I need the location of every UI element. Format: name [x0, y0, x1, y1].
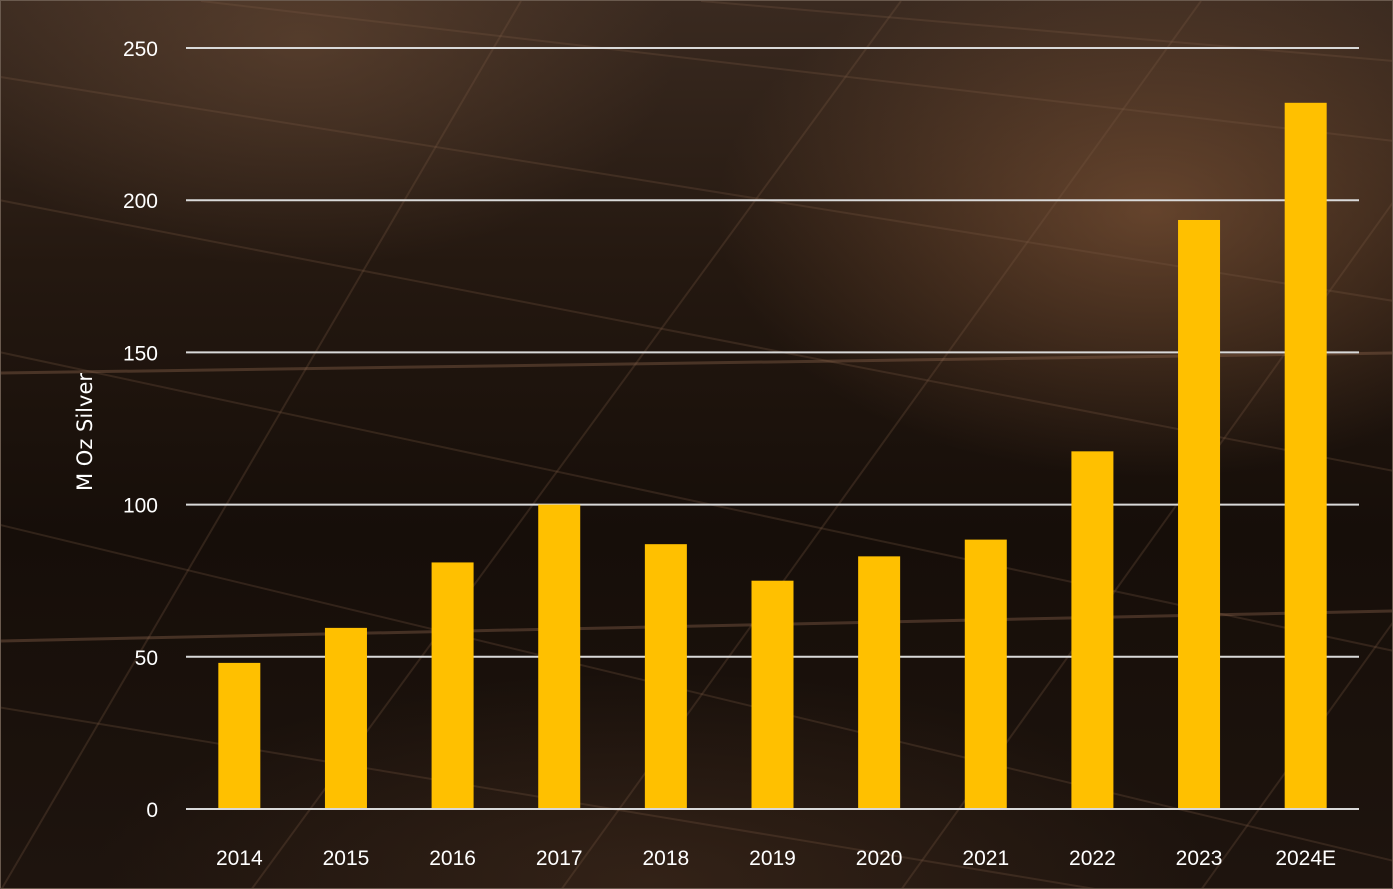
bar-2014	[218, 662, 261, 809]
bar-2024E	[1284, 102, 1327, 810]
bar-2021	[964, 539, 1007, 809]
x-tick-label-2020: 2020	[856, 847, 903, 870]
x-tick-label-2022: 2022	[1069, 847, 1116, 870]
x-tick-label-2015: 2015	[323, 847, 370, 870]
bar-2015	[324, 627, 367, 809]
y-axis-title: M Oz Silver	[73, 373, 97, 491]
bar-2022	[1071, 451, 1114, 809]
bar-2019	[751, 580, 794, 809]
bar-2020	[858, 556, 901, 809]
x-tick-label-2016: 2016	[429, 847, 476, 870]
x-tick-label-2017: 2017	[536, 847, 583, 870]
x-tick-label-2014: 2014	[216, 847, 263, 870]
y-tick-label-50: 50	[135, 647, 158, 670]
x-tick-label-2024E: 2024E	[1275, 847, 1336, 870]
y-tick-label-250: 250	[123, 38, 158, 61]
x-tick-label-2021: 2021	[962, 847, 1009, 870]
x-axis-ticks: 2014 2015 2016 2017 2018 2019 2020 2021 2022 2023…	[216, 847, 1336, 870]
bars	[186, 102, 1359, 810]
y-tick-label-200: 200	[123, 190, 158, 213]
y-tick-label-0: 0	[146, 799, 158, 822]
y-tick-label-150: 150	[123, 342, 158, 365]
y-axis-ticks: 0 50 100 150 200 250	[123, 38, 158, 822]
bar-2023	[1178, 219, 1221, 810]
x-tick-label-2018: 2018	[643, 847, 690, 870]
y-tick-label-100: 100	[123, 495, 158, 518]
bar-2018	[644, 544, 687, 809]
x-tick-label-2019: 2019	[749, 847, 796, 870]
bar-2016	[431, 562, 474, 809]
x-tick-label-2023: 2023	[1176, 847, 1223, 870]
bar-2017	[538, 504, 581, 809]
